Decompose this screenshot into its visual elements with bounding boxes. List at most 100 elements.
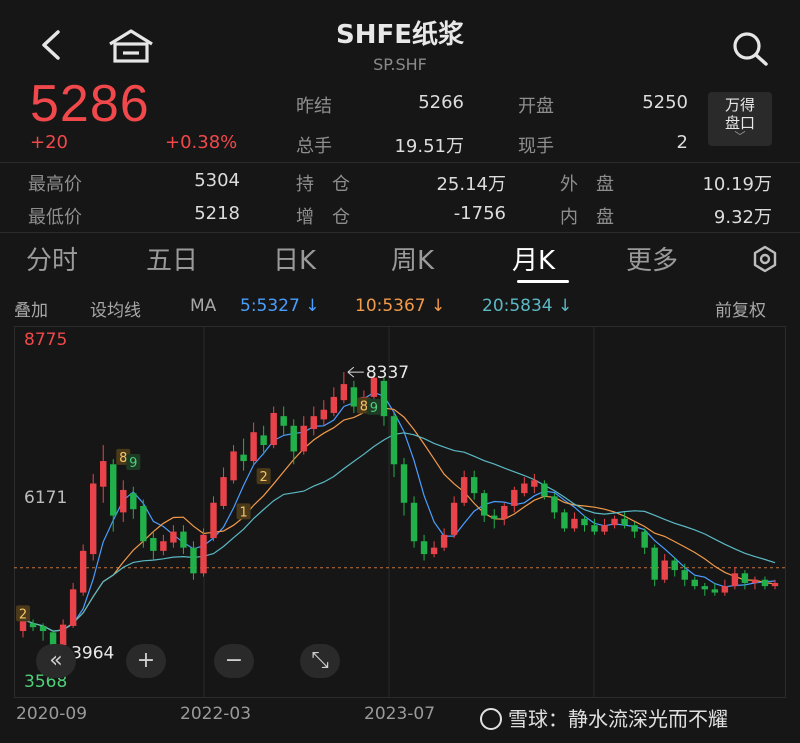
candle-body [601, 525, 608, 532]
ma5-line [22, 391, 776, 632]
scroll-left-button[interactable]: « [36, 644, 76, 678]
candle-body [180, 531, 187, 548]
search-icon[interactable] [728, 28, 772, 68]
candle-body [250, 432, 257, 462]
signal-tag-bg [236, 503, 251, 520]
home-icon[interactable] [106, 28, 156, 64]
candle-body [420, 541, 428, 555]
candle-body [320, 409, 328, 420]
candle-body [440, 534, 448, 548]
settings-icon[interactable] [750, 244, 780, 281]
candle-body [751, 579, 759, 583]
overlay-button[interactable]: 叠加 [14, 301, 48, 321]
candle-body [711, 589, 719, 593]
zoom-in-button[interactable]: + [126, 644, 166, 678]
signal-tag: 1 [239, 505, 247, 520]
prev-close-value: 5266 [418, 92, 464, 113]
candle-body [581, 518, 588, 526]
candle-body [400, 464, 408, 503]
candle-body [240, 454, 247, 462]
candle-body [150, 538, 157, 551]
back-icon[interactable] [36, 28, 64, 62]
high-value: 5304 [194, 170, 240, 191]
tab-intraday[interactable]: 分时 [26, 246, 79, 276]
zoom-out-button[interactable]: − [214, 644, 254, 678]
candle-body [551, 496, 558, 513]
y-axis-top-label: 8775 [24, 330, 68, 350]
period-tabs: 分时 五日 日K 周K 月K 更多 [0, 240, 800, 284]
candle-body [120, 489, 127, 513]
candle-body [290, 425, 297, 452]
candle-body [170, 531, 177, 543]
price-change-pct: +0.38% [165, 132, 238, 153]
tab-weekly-k[interactable]: 周K [391, 246, 435, 276]
candle-body [430, 547, 438, 555]
candle-body [661, 560, 668, 580]
set-ma-button[interactable]: 设均线 [90, 301, 141, 321]
candle-body [29, 623, 37, 628]
candle-body [671, 560, 678, 571]
candle-body [220, 477, 227, 506]
ma10-line [22, 407, 776, 632]
candle-body [501, 505, 508, 519]
candle-body [100, 461, 107, 487]
candle-body [701, 586, 709, 590]
order-book-button-line1: 万得 [724, 96, 755, 114]
candle-body [470, 477, 478, 494]
candle-body [380, 380, 388, 417]
signal-tag: 2 [260, 470, 268, 485]
candle-body [350, 387, 358, 407]
signal-tag-bg [16, 605, 31, 622]
low-value: 5218 [194, 203, 240, 224]
candle-body [310, 416, 317, 429]
candle-body [761, 579, 769, 587]
ma20-value: 20:5834 ↓ [482, 296, 573, 316]
price-change: +20 [30, 132, 68, 153]
candle-body [511, 489, 518, 506]
x-axis-label-start: 2020-09 [16, 704, 88, 724]
candle-body [270, 412, 277, 446]
volume-value: 19.51万 [394, 136, 464, 157]
candle-body [130, 493, 137, 510]
divider [0, 162, 800, 163]
x-axis-label-mid: 2022-03 [180, 704, 252, 724]
candle-body [460, 477, 468, 503]
tab-daily-k[interactable]: 日K [273, 246, 317, 276]
watermark-text: 雪球：静水流深光而不耀 [508, 707, 728, 731]
open-value: 5250 [642, 92, 688, 113]
candle-body [681, 570, 688, 580]
page-title: SHFE纸浆 [335, 20, 464, 50]
volume-label: 总手 [296, 136, 332, 157]
candle-body [340, 384, 348, 401]
candle-body [39, 625, 47, 632]
candle-body [591, 525, 598, 532]
signal-tag: 2 [19, 607, 27, 622]
signal-tag: 8 [119, 451, 127, 466]
candle-body [230, 451, 237, 481]
signal-tag: 8 [360, 400, 368, 415]
candle-body [49, 632, 57, 648]
tab-five-day[interactable]: 五日 [146, 246, 199, 276]
tab-more[interactable]: 更多 [626, 246, 679, 276]
candle-body [190, 547, 197, 574]
order-book-button[interactable]: 万得 盘口 ﹀ [708, 92, 772, 146]
watermark: 雪球：静水流深光而不耀 [480, 703, 728, 732]
candle-body [771, 582, 779, 587]
ma5-value: 5:5327 ↓ [240, 296, 320, 316]
candle-body [79, 550, 87, 593]
open-label: 开盘 [518, 96, 554, 117]
candle-body [691, 579, 698, 587]
tab-monthly-k[interactable]: 月K [512, 246, 556, 276]
price-adjust-button[interactable]: 前复权 [715, 301, 766, 321]
fullscreen-button[interactable]: ⤡ [300, 644, 340, 678]
candle-body [260, 435, 267, 446]
candle-body [110, 464, 117, 516]
candle-body [19, 619, 27, 632]
signal-tag-bg [366, 398, 381, 415]
symbol-code: SP.SHF [373, 55, 427, 74]
candle-body [721, 586, 729, 593]
x-axis-label-end: 2023-07 [364, 704, 436, 724]
candle-body [531, 480, 538, 487]
candle-body [521, 483, 528, 494]
